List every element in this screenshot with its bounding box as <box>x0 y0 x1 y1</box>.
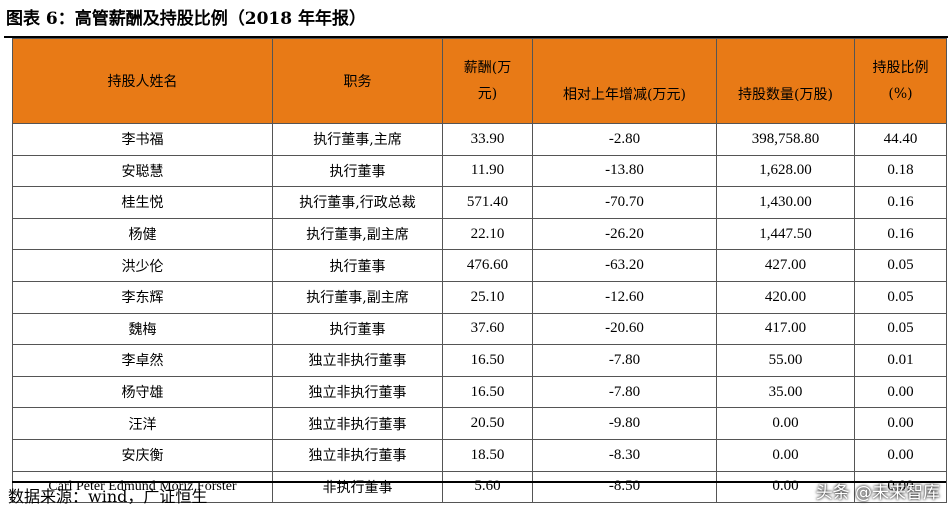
header-salary: 薪酬(万 元) <box>442 38 533 124</box>
cell-change: -70.70 <box>532 186 717 219</box>
cell-salary: 16.50 <box>442 344 533 377</box>
cell-salary: 20.50 <box>442 407 533 440</box>
cell-change: -13.80 <box>532 154 717 188</box>
cell-name: 李东辉 <box>12 280 273 314</box>
cell-salary: 33.90 <box>442 123 533 156</box>
cell-salary: 37.60 <box>442 312 533 346</box>
cell-shares: 1,628.00 <box>716 154 855 188</box>
header-salary-line2: 元) <box>477 86 498 102</box>
cell-name: 李卓然 <box>12 344 273 377</box>
cell-ratio: 0.05 <box>854 280 947 314</box>
figure-title: 图表 6：高管薪酬及持股比例（2018 年年报） <box>6 9 366 29</box>
cell-shares: 427.00 <box>716 249 855 282</box>
executive-compensation-table: 持股人姓名 职务 薪酬(万 元) 相对上年增减(万元) 持股数量(万股) 持股比… <box>12 38 947 504</box>
cell-change: -12.60 <box>532 280 717 314</box>
cell-shares: 0.00 <box>716 438 855 472</box>
cell-position: 执行董事 <box>272 154 443 188</box>
cell-salary: 16.50 <box>442 375 533 409</box>
cell-ratio: 44.40 <box>854 123 947 156</box>
data-source-note: 数据来源：wind，广证恒生 <box>8 487 208 506</box>
cell-change: -8.50 <box>532 470 717 504</box>
cell-position: 执行董事,副主席 <box>272 280 443 314</box>
cell-change: -20.60 <box>532 312 717 346</box>
cell-shares: 0.00 <box>716 407 855 440</box>
cell-salary: 18.50 <box>442 438 533 472</box>
header-salary-line1: 薪酬(万 <box>463 60 512 76</box>
cell-salary: 11.90 <box>442 154 533 188</box>
cell-ratio: 0.05 <box>854 312 947 346</box>
table-row: 安聪慧 执行董事 11.90 -13.80 1,628.00 0.18 <box>12 154 947 188</box>
header-shares: 持股数量(万股) <box>716 38 855 124</box>
cell-shares: 35.00 <box>716 375 855 409</box>
cell-ratio: 0.00 <box>854 470 947 504</box>
table-row: 汪洋 独立非执行董事 20.50 -9.80 0.00 0.00 <box>12 407 947 440</box>
cell-ratio: 0.00 <box>854 407 947 440</box>
cell-position: 独立非执行董事 <box>272 438 443 472</box>
cell-position: 非执行董事 <box>272 470 443 504</box>
table-row: 李书福 执行董事,主席 33.90 -2.80 398,758.80 44.40 <box>12 123 947 156</box>
cell-change: -8.30 <box>532 438 717 472</box>
cell-name: 杨守雄 <box>12 375 273 409</box>
cell-shares: 1,430.00 <box>716 186 855 219</box>
cell-position: 执行董事,副主席 <box>272 217 443 251</box>
header-ratio: 持股比例 (%) <box>854 38 947 124</box>
cell-ratio: 0.16 <box>854 217 947 251</box>
header-ratio-line1: 持股比例 <box>872 60 929 76</box>
cell-position: 执行董事 <box>272 249 443 282</box>
table-row: 李东辉 执行董事,副主席 25.10 -12.60 420.00 0.05 <box>12 280 947 314</box>
cell-shares: 0.00 <box>716 470 855 504</box>
cell-salary: 476.60 <box>442 249 533 282</box>
cell-salary: 571.40 <box>442 186 533 219</box>
cell-name: 汪洋 <box>12 407 273 440</box>
cell-position: 独立非执行董事 <box>272 407 443 440</box>
cell-shares: 55.00 <box>716 344 855 377</box>
cell-change: -9.80 <box>532 407 717 440</box>
cell-ratio: 0.05 <box>854 249 947 282</box>
table-row: 李卓然 独立非执行董事 16.50 -7.80 55.00 0.01 <box>12 344 947 377</box>
cell-name: 安聪慧 <box>12 154 273 188</box>
cell-position: 执行董事 <box>272 312 443 346</box>
cell-ratio: 0.01 <box>854 344 947 377</box>
cell-salary: 22.10 <box>442 217 533 251</box>
cell-salary: 5.60 <box>442 470 533 504</box>
header-ratio-line2: (%) <box>888 86 913 102</box>
cell-shares: 420.00 <box>716 280 855 314</box>
cell-name: 安庆衡 <box>12 438 273 472</box>
table-row: 洪少伦 执行董事 476.60 -63.20 427.00 0.05 <box>12 249 947 282</box>
table-header-row: 持股人姓名 职务 薪酬(万 元) 相对上年增减(万元) 持股数量(万股) 持股比… <box>12 38 947 124</box>
cell-name: 杨健 <box>12 217 273 251</box>
cell-change: -26.20 <box>532 217 717 251</box>
cell-ratio: 0.00 <box>854 438 947 472</box>
title-divider <box>4 36 948 38</box>
cell-name: 魏梅 <box>12 312 273 346</box>
cell-name: 洪少伦 <box>12 249 273 282</box>
cell-position: 独立非执行董事 <box>272 375 443 409</box>
cell-ratio: 0.00 <box>854 375 947 409</box>
cell-shares: 1,447.50 <box>716 217 855 251</box>
table-row: 桂生悦 执行董事,行政总裁 571.40 -70.70 1,430.00 0.1… <box>12 186 947 219</box>
cell-change: -2.80 <box>532 123 717 156</box>
watermark: 头条 @未来智库 <box>815 483 940 503</box>
table-bottom-divider <box>12 481 946 483</box>
cell-change: -7.80 <box>532 375 717 409</box>
table-row: 安庆衡 独立非执行董事 18.50 -8.30 0.00 0.00 <box>12 438 947 472</box>
table-row: 杨守雄 独立非执行董事 16.50 -7.80 35.00 0.00 <box>12 375 947 409</box>
cell-name: 李书福 <box>12 123 273 156</box>
cell-ratio: 0.18 <box>854 154 947 188</box>
cell-name: 桂生悦 <box>12 186 273 219</box>
cell-change: -63.20 <box>532 249 717 282</box>
cell-shares: 398,758.80 <box>716 123 855 156</box>
cell-ratio: 0.16 <box>854 186 947 219</box>
cell-position: 执行董事,行政总裁 <box>272 186 443 219</box>
cell-position: 独立非执行董事 <box>272 344 443 377</box>
cell-salary: 25.10 <box>442 280 533 314</box>
table-row: 魏梅 执行董事 37.60 -20.60 417.00 0.05 <box>12 312 947 346</box>
table-row: 杨健 执行董事,副主席 22.10 -26.20 1,447.50 0.16 <box>12 217 947 251</box>
header-change: 相对上年增减(万元) <box>532 38 717 124</box>
header-position: 职务 <box>272 38 443 124</box>
cell-shares: 417.00 <box>716 312 855 346</box>
cell-change: -7.80 <box>532 344 717 377</box>
cell-position: 执行董事,主席 <box>272 123 443 156</box>
header-name: 持股人姓名 <box>12 38 273 124</box>
